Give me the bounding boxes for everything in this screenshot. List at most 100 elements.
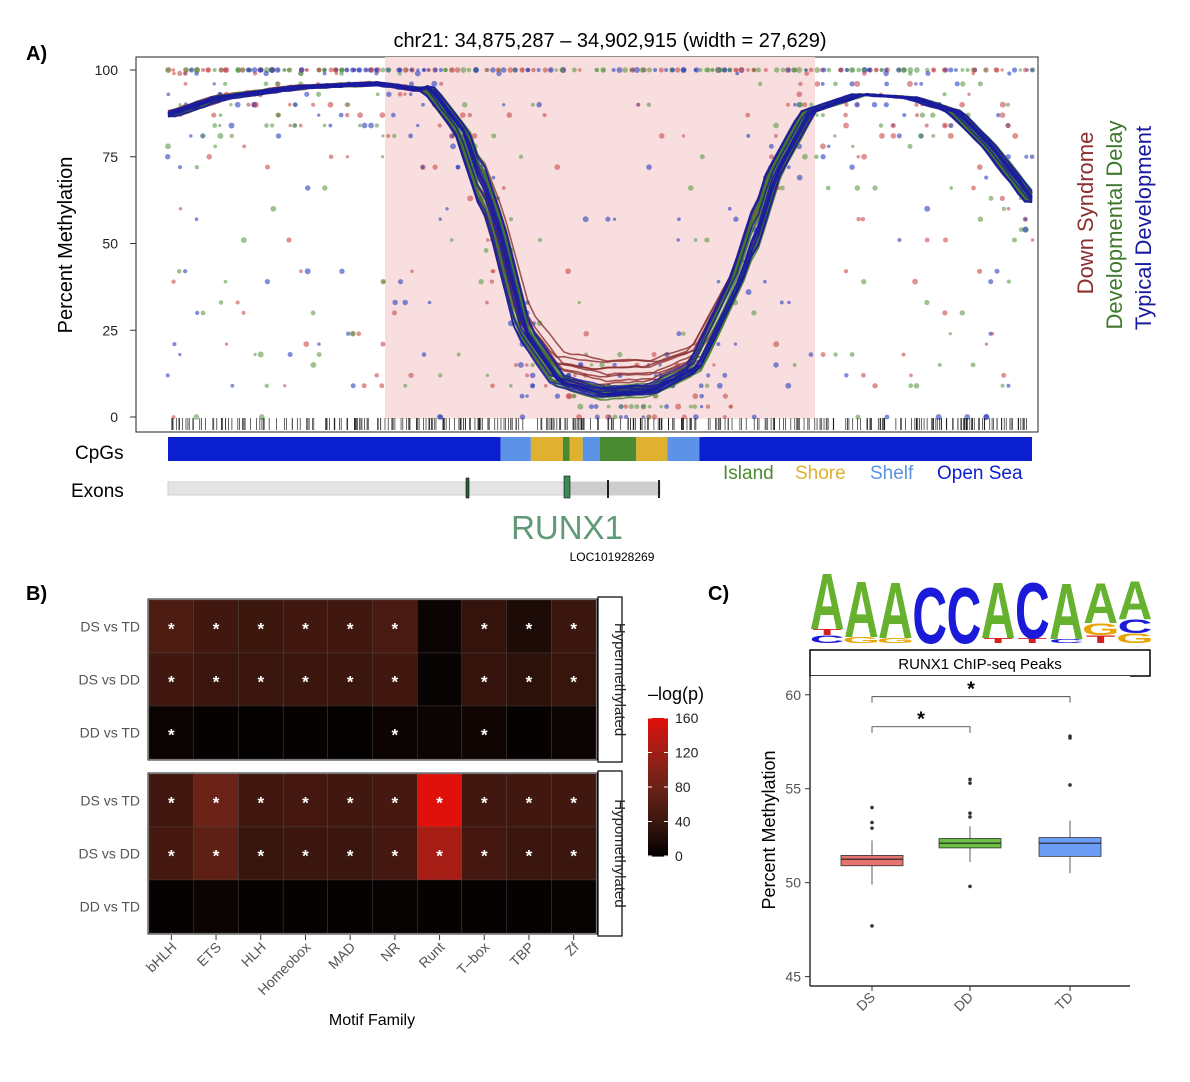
data-point: [212, 67, 217, 73]
significance-marker: *: [526, 794, 533, 813]
data-point: [356, 67, 362, 73]
panel-a: chr21: 34,875,287 – 34,902,915 (width = …: [55, 30, 1156, 564]
data-point: [872, 185, 878, 191]
significance-marker: *: [257, 794, 264, 813]
data-point: [948, 332, 952, 336]
data-point: [675, 403, 682, 410]
significance-bracket: [871, 696, 1071, 703]
data-point: [491, 175, 496, 180]
data-point: [856, 217, 861, 222]
data-point: [449, 238, 454, 242]
colorbar-step: [648, 807, 668, 811]
data-point: [345, 112, 350, 118]
data-point: [854, 185, 861, 191]
data-point: [519, 393, 525, 399]
data-point: [230, 383, 235, 388]
data-point: [263, 70, 269, 77]
data-point: [427, 300, 432, 305]
x-tick-label: MAD: [325, 939, 358, 972]
colorbar-tick-label: 120: [675, 745, 699, 761]
data-point: [317, 342, 321, 346]
heat-cell: [148, 773, 194, 828]
exon-track: [167, 475, 661, 499]
data-point: [554, 393, 561, 399]
data-point: [1029, 154, 1035, 160]
data-point: [439, 81, 444, 86]
heat-cell: [551, 826, 597, 881]
colorbar-step: [648, 764, 668, 767]
data-point: [189, 67, 195, 73]
data-point: [844, 102, 849, 107]
x-tick-label: HLH: [238, 939, 269, 970]
data-point: [746, 133, 751, 138]
data-point: [339, 68, 344, 72]
data-point: [194, 217, 199, 222]
data-point: [617, 351, 623, 358]
colorbar-step: [648, 823, 668, 827]
data-point: [438, 217, 442, 221]
data-point: [212, 123, 218, 128]
x-tick-label: DS: [853, 989, 878, 1014]
logo-letter: A: [878, 565, 913, 655]
data-point: [379, 112, 386, 118]
significance-marker: *: [392, 620, 399, 639]
data-point: [303, 341, 310, 347]
data-point: [814, 154, 819, 160]
data-point: [722, 372, 728, 378]
colorbar-step: [648, 720, 668, 724]
data-point: [171, 279, 176, 284]
logo-letter: C: [1049, 638, 1084, 644]
data-point: [513, 362, 518, 367]
data-point: [357, 112, 363, 118]
colorbar-step: [648, 844, 668, 848]
data-point: [659, 404, 663, 409]
data-point: [164, 154, 171, 160]
colorbar-step: [648, 722, 668, 726]
heatmap-xlabel: Motif Family: [329, 1012, 415, 1029]
colorbar-step: [648, 773, 668, 777]
data-point: [984, 342, 989, 346]
data-point: [257, 351, 264, 358]
data-point: [751, 68, 756, 72]
data-point: [437, 123, 442, 128]
heat-cell: [417, 879, 463, 934]
data-point: [582, 216, 589, 223]
data-point: [634, 404, 640, 410]
data-point: [808, 67, 814, 73]
data-point: [525, 373, 530, 378]
data-point: [935, 414, 942, 420]
colorbar-step: [648, 782, 668, 786]
data-point: [919, 134, 924, 138]
data-point: [310, 362, 317, 368]
data-point: [361, 383, 367, 389]
logo-letter: A: [1118, 569, 1153, 631]
colorbar-step: [648, 718, 668, 721]
data-point: [884, 414, 890, 420]
data-point: [246, 102, 251, 107]
y-tick-label: 55: [785, 781, 801, 797]
data-point: [386, 67, 392, 73]
panel-label-a: A): [26, 43, 47, 65]
heat-cell: [372, 652, 418, 707]
data-point: [658, 133, 665, 139]
data-point: [670, 67, 676, 73]
data-point: [396, 67, 402, 73]
data-point: [605, 216, 611, 222]
data-point: [438, 68, 443, 72]
data-point: [171, 68, 176, 72]
data-point: [646, 67, 652, 73]
colorbar-step: [648, 826, 668, 829]
data-point: [194, 164, 200, 170]
significance-marker: *: [481, 726, 488, 745]
data-point: [420, 165, 425, 170]
colorbar-step: [648, 796, 668, 800]
data-point: [727, 206, 732, 211]
heat-cell: [238, 599, 284, 654]
data-point: [344, 67, 350, 73]
data-point: [1012, 67, 1018, 73]
data-point: [414, 70, 421, 77]
colorbar-step: [648, 810, 668, 813]
logo-letter: C: [947, 570, 982, 660]
data-point: [849, 164, 855, 170]
data-point: [733, 216, 739, 222]
